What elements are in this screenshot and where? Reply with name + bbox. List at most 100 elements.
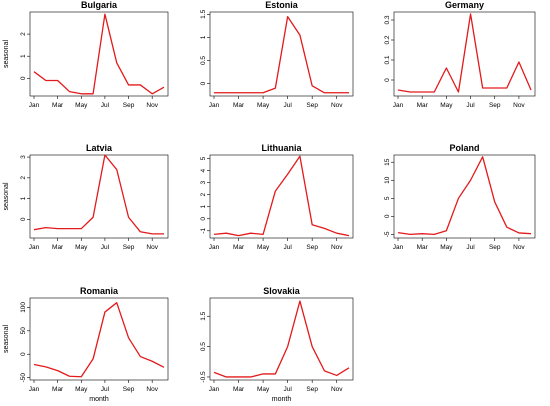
- x-tick-label: Nov: [513, 102, 525, 109]
- y-tick-label: 0: [384, 214, 391, 218]
- x-tick-label: Nov: [331, 102, 343, 109]
- series-line: [213, 300, 350, 378]
- chart-title: Latvia: [86, 143, 113, 153]
- y-tick-label: 2: [200, 193, 207, 197]
- plot-frame: [209, 154, 354, 239]
- plot-frame: [393, 11, 536, 97]
- x-tick-label: Sep: [123, 386, 135, 393]
- y-tick-label: 0.1: [384, 55, 391, 64]
- x-tick-label: Nov: [146, 102, 158, 109]
- x-tick-label: Mar: [233, 244, 245, 251]
- panel-romania: Romania Jan Mar May Jul Sep Nov -50 0 50 100 season…: [3, 286, 169, 403]
- x-tick-label: Sep: [306, 386, 318, 393]
- x-tick-label: Mar: [417, 102, 429, 109]
- x-tick-label: Jul: [283, 102, 292, 109]
- series-line: [397, 13, 532, 93]
- y-tick-label: 2: [20, 32, 27, 36]
- x-tick-label: Sep: [489, 102, 501, 109]
- series-line: [213, 155, 350, 237]
- y-tick-label: 0: [384, 78, 391, 82]
- y-tick-label: 1: [20, 196, 27, 200]
- y-tick-label: 0.3: [384, 15, 391, 24]
- y-axis-label: seasonal: [3, 182, 10, 210]
- x-tick-label: Mar: [233, 102, 245, 109]
- panel-slovakia: Slovakia Jan Mar May Jul Sep Nov -0.5 0.5 1.5 mont…: [200, 286, 354, 403]
- x-tick-label: Nov: [146, 386, 158, 393]
- y-tick-label: -5: [384, 231, 391, 237]
- y-tick-label: 0: [20, 352, 27, 356]
- plot-frame: [209, 11, 354, 97]
- chart-title: Estonia: [265, 0, 299, 10]
- x-tick-label: Mar: [52, 244, 64, 251]
- series-line: [397, 156, 532, 236]
- x-tick-label: Mar: [52, 102, 64, 109]
- panel-poland: Poland Jan Mar May Jul Sep Nov -5 0 5 10 15: [384, 143, 536, 251]
- y-tick-label: 15: [384, 158, 391, 166]
- x-tick-label: Mar: [52, 386, 64, 393]
- y-tick-label: 1.5: [200, 311, 207, 320]
- panel-latvia: Latvia Jan Mar May Jul Sep Nov 0 1 2 3 seasonal: [3, 143, 169, 251]
- x-tick-label: Nov: [146, 244, 158, 251]
- y-tick-label: 1: [200, 35, 207, 39]
- y-tick-label: 0.5: [200, 56, 207, 65]
- y-tick-label: 3: [200, 180, 207, 184]
- y-tick-label: 1: [20, 54, 27, 58]
- series-line: [214, 15, 349, 94]
- y-tick-label: 1.5: [200, 9, 207, 18]
- y-tick-label: 0.2: [384, 35, 391, 44]
- x-tick-label: Mar: [233, 386, 245, 393]
- plot-frame: [29, 297, 169, 381]
- panel-germany: Germany Jan Mar May Jul Sep Nov 0 0.1 0.2 0.3: [384, 0, 536, 109]
- y-tick-label: 0.5: [200, 342, 207, 351]
- plot-frame: [393, 154, 536, 239]
- chart-title: Slovakia: [263, 286, 301, 296]
- x-tick-label: Jul: [283, 244, 292, 251]
- x-tick-label: Nov: [331, 386, 343, 393]
- x-tick-label: Jan: [393, 102, 404, 109]
- x-axis-label: month: [272, 396, 292, 403]
- y-tick-label: 2: [20, 176, 27, 180]
- plot-frame: [29, 154, 169, 239]
- x-tick-label: Jan: [29, 244, 40, 251]
- chart-title: Bulgaria: [81, 0, 118, 10]
- y-tick-label: 50: [20, 327, 27, 335]
- x-tick-label: Nov: [513, 244, 525, 251]
- series-line: [33, 13, 165, 95]
- chart-title: Germany: [445, 0, 484, 10]
- y-tick-label: 1: [200, 205, 207, 209]
- y-axis-label: seasonal: [3, 40, 10, 68]
- x-tick-label: Jan: [29, 386, 40, 393]
- x-tick-label: Sep: [489, 244, 501, 251]
- y-tick-label: 0: [200, 217, 207, 221]
- series-line: [33, 154, 164, 235]
- chart-title: Lithuania: [262, 143, 303, 153]
- y-tick-label: 100: [20, 302, 27, 313]
- x-axis-label: month: [89, 396, 109, 403]
- x-tick-label: Mar: [417, 244, 429, 251]
- y-tick-label: 5: [384, 196, 391, 200]
- y-tick-label: -1: [200, 228, 207, 234]
- x-tick-label: Sep: [123, 102, 135, 109]
- panel-estonia: Estonia Jan Mar May Jul Sep Nov 0 0.5 1 1.5: [200, 0, 354, 109]
- x-tick-label: Jan: [209, 244, 220, 251]
- x-tick-label: May: [440, 244, 453, 251]
- x-tick-label: Jul: [101, 102, 110, 109]
- x-tick-label: May: [257, 244, 270, 251]
- panel-lithuania: Lithuania Jan Mar May Jul Sep Nov -1 0 1 2 3 4 5: [200, 143, 354, 251]
- x-tick-label: Jul: [101, 386, 110, 393]
- x-tick-label: Jan: [393, 244, 404, 251]
- x-tick-label: Jul: [466, 102, 475, 109]
- x-tick-label: Sep: [123, 244, 135, 251]
- x-tick-label: Jul: [101, 244, 110, 251]
- y-axis-label: seasonal: [3, 325, 10, 353]
- x-tick-label: Jan: [209, 102, 220, 109]
- y-tick-label: 3: [20, 155, 27, 159]
- x-tick-label: Jan: [209, 386, 220, 393]
- x-tick-label: Nov: [331, 244, 343, 251]
- y-tick-label: 5: [200, 156, 207, 160]
- chart-title: Romania: [80, 286, 119, 296]
- chart-title: Poland: [449, 143, 479, 153]
- x-tick-label: Jul: [283, 386, 292, 393]
- x-tick-label: Jan: [29, 102, 40, 109]
